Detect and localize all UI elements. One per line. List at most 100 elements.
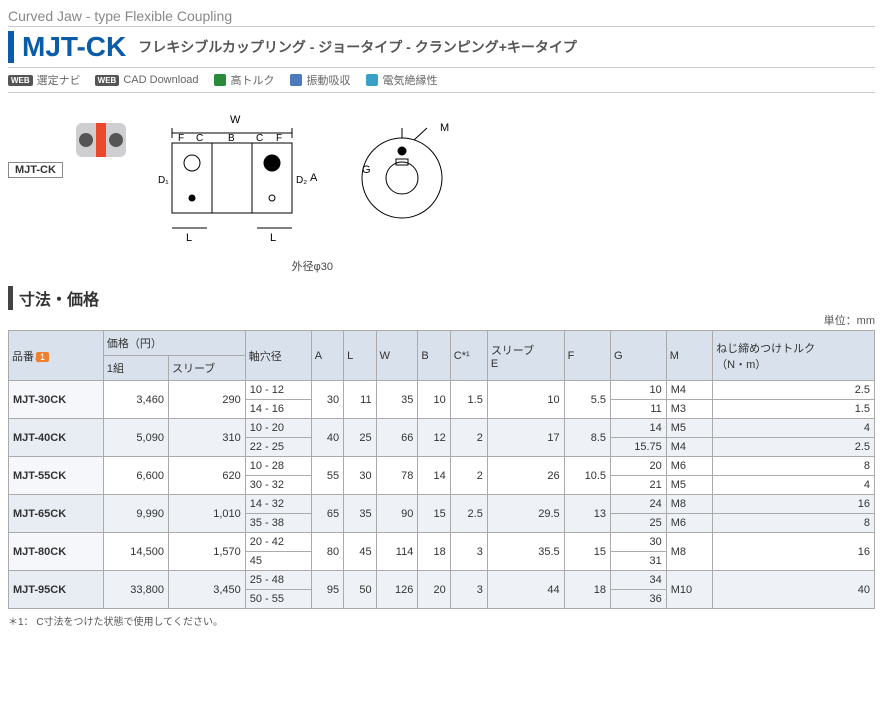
cell-torque: 8 xyxy=(713,514,875,533)
diagram-row: MJT-CK W F C B C F D₁ D₂ A L xyxy=(8,103,875,274)
cell-G: 36 xyxy=(611,590,667,609)
cell-A: 30 xyxy=(311,381,343,419)
cell-A: 65 xyxy=(311,495,343,533)
cell-torque: 8 xyxy=(713,457,875,476)
product-photo xyxy=(66,103,136,173)
cell-G: 10 xyxy=(611,381,667,400)
cell-G: 11 xyxy=(611,400,667,419)
cell-B: 12 xyxy=(418,419,450,457)
cell-M: M8 xyxy=(666,533,712,571)
note-badge-1: 1 xyxy=(36,352,49,362)
cell-M: M6 xyxy=(666,457,712,476)
cell-G: 30 xyxy=(611,533,667,552)
feature-item[interactable]: 高トルク xyxy=(213,72,275,88)
cell-M: M4 xyxy=(666,438,712,457)
insul-icon xyxy=(365,73,379,87)
diagram-tag: MJT-CK xyxy=(8,162,63,178)
svg-text:L: L xyxy=(186,232,192,244)
th-C: C*¹ xyxy=(450,331,487,381)
cell-pn: MJT-95CK xyxy=(9,571,104,609)
table-row: MJT-80CK14,5001,57020 - 42804511418335.5… xyxy=(9,533,875,552)
table-row: MJT-65CK9,9901,01014 - 32653590152.529.5… xyxy=(9,495,875,514)
th-G: G xyxy=(611,331,667,381)
cell-A: 95 xyxy=(311,571,343,609)
page-subtitle: Curved Jaw - type Flexible Coupling xyxy=(8,8,875,27)
svg-text:F: F xyxy=(276,133,282,144)
cell-W: 114 xyxy=(376,533,418,571)
cell-torque: 4 xyxy=(713,419,875,438)
th-bore: 軸穴径 xyxy=(245,331,311,381)
cell-B: 15 xyxy=(418,495,450,533)
cell-L: 35 xyxy=(344,495,376,533)
cell-bore: 20 - 42 xyxy=(245,533,311,552)
cell-torque: 1.5 xyxy=(713,400,875,419)
feature-label: CAD Download xyxy=(123,74,198,86)
svg-text:B: B xyxy=(228,133,235,144)
th-M: M xyxy=(666,331,712,381)
cell-G: 14 xyxy=(611,419,667,438)
feature-item[interactable]: 振動吸収 xyxy=(289,72,351,88)
cell-G: 21 xyxy=(611,476,667,495)
cell-price-sleeve: 3,450 xyxy=(168,571,245,609)
th-price-set: 1組 xyxy=(103,356,168,381)
cell-pn: MJT-80CK xyxy=(9,533,104,571)
th-E: スリーブ E xyxy=(487,331,564,381)
cell-C: 2 xyxy=(450,419,487,457)
feature-row: WEB選定ナビ WEBCAD Download 高トルク振動吸収 電気絶縁性 xyxy=(8,67,875,93)
cell-E: 17 xyxy=(487,419,564,457)
cell-A: 55 xyxy=(311,457,343,495)
cell-E: 10 xyxy=(487,381,564,419)
section-heading: 寸法・価格 xyxy=(8,286,875,310)
cell-bore: 10 - 28 xyxy=(245,457,311,476)
feature-label: 電気絶縁性 xyxy=(383,72,438,88)
cell-F: 8.5 xyxy=(564,419,610,457)
svg-text:L: L xyxy=(270,232,276,244)
cell-B: 18 xyxy=(418,533,450,571)
cell-M: M6 xyxy=(666,514,712,533)
cell-price-sleeve: 1,010 xyxy=(168,495,245,533)
svg-text:A: A xyxy=(310,172,318,184)
th-price: 価格（円） xyxy=(103,331,245,356)
cell-F: 13 xyxy=(564,495,610,533)
footnote: ＊1： C寸法をつけた状態で使用してください。 xyxy=(8,613,875,628)
th-A: A xyxy=(311,331,343,381)
cell-bore: 14 - 32 xyxy=(245,495,311,514)
diagram-photo-block: MJT-CK xyxy=(8,103,136,182)
feature-label: 選定ナビ xyxy=(37,72,81,88)
cell-G: 25 xyxy=(611,514,667,533)
cell-bore: 45 xyxy=(245,552,311,571)
cell-M: M3 xyxy=(666,400,712,419)
cell-M: M5 xyxy=(666,476,712,495)
feature-item[interactable]: WEB選定ナビ xyxy=(8,72,81,88)
th-pn: 品番1 xyxy=(9,331,104,381)
cell-price-sleeve: 290 xyxy=(168,381,245,419)
cell-bore: 50 - 55 xyxy=(245,590,311,609)
spec-table: 品番1 価格（円） 軸穴径 A L W B C*¹ スリーブ E F G M ね… xyxy=(8,330,875,609)
cell-torque: 2.5 xyxy=(713,381,875,400)
table-row: MJT-95CK33,8003,45025 - 4895501262034418… xyxy=(9,571,875,590)
th-torque: ねじ締めつけトルク （N・m） xyxy=(713,331,875,381)
cell-G: 31 xyxy=(611,552,667,571)
cell-W: 66 xyxy=(376,419,418,457)
cell-bore: 10 - 20 xyxy=(245,419,311,438)
feature-label: 高トルク xyxy=(231,72,275,88)
cell-torque: 16 xyxy=(713,495,875,514)
cell-price-set: 3,460 xyxy=(103,381,168,419)
cell-price-set: 33,800 xyxy=(103,571,168,609)
cell-B: 14 xyxy=(418,457,450,495)
cell-A: 80 xyxy=(311,533,343,571)
cell-E: 35.5 xyxy=(487,533,564,571)
title-bar: MJT-CK フレキシブルカップリング - ジョータイプ - クランピング+キー… xyxy=(8,31,875,63)
th-price-sleeve: スリーブ xyxy=(168,356,245,381)
cell-W: 90 xyxy=(376,495,418,533)
feature-item[interactable]: 電気絶縁性 xyxy=(365,72,438,88)
cell-G: 34 xyxy=(611,571,667,590)
product-code: MJT-CK xyxy=(22,31,126,63)
feature-item[interactable]: WEBCAD Download xyxy=(95,72,199,88)
cell-W: 78 xyxy=(376,457,418,495)
cell-G: 15.75 xyxy=(611,438,667,457)
cell-bore: 22 - 25 xyxy=(245,438,311,457)
cell-price-set: 5,090 xyxy=(103,419,168,457)
cell-B: 20 xyxy=(418,571,450,609)
cell-E: 26 xyxy=(487,457,564,495)
